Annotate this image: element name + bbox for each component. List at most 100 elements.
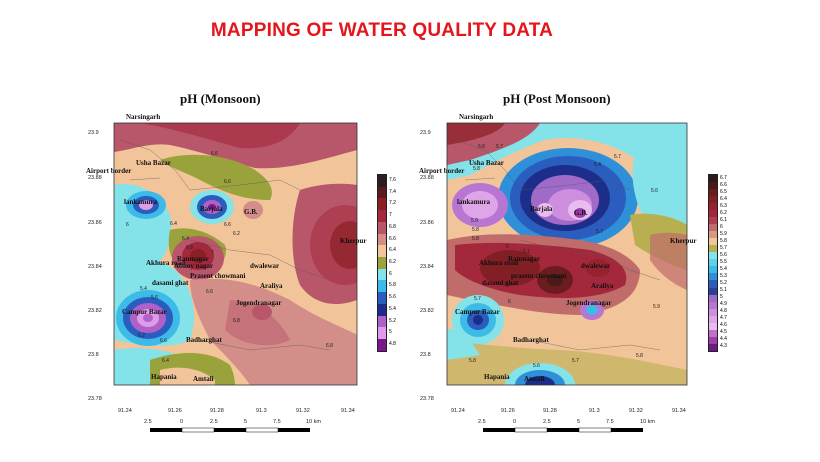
legend-swatch [709,210,717,218]
legend-label: 5.4 [720,266,727,273]
scale-label: 2.5 [478,419,486,425]
legend-label: 5.4 [389,305,396,312]
place-label: Ramnagar [177,255,209,263]
y-tick: 23.86 [88,220,102,226]
legend-label: 4.6 [720,322,727,329]
legend-label: 7.4 [389,188,396,195]
legend-label: 6.4 [720,195,727,202]
place-label: Badharghat [186,336,222,344]
legend-swatch [709,231,717,239]
y-tick: 23.78 [420,396,434,402]
monsoon-contour-fill [114,123,357,385]
post-monsoon-contour-fill [447,123,687,385]
scale-label: 10 km [640,419,655,425]
legend-swatch [709,329,717,337]
legend-label: 4.8 [389,341,396,348]
x-tick: 91.24 [118,408,132,414]
place-label: Badharghat [513,336,549,344]
contour-label: 5.7 [474,296,481,302]
contour-label: 6.2 [138,333,145,339]
contour-label: 5.4 [140,286,147,292]
post-monsoon-scale-bar: 2.5 0 2.5 5 7.5 10 km [478,419,655,433]
place-label: Prasent chowmani [190,272,245,280]
legend-swatch [378,233,386,246]
contour-label: 6.1 [523,249,530,255]
contour-label: 6 [126,222,129,228]
scale-label: 7.5 [273,419,281,425]
contour-label: 5.7 [496,144,503,150]
y-tick: 23.82 [420,308,434,314]
legend-swatch [709,343,717,351]
legend-swatch [709,252,717,260]
legend-label: 4.9 [720,301,727,308]
legend-swatch [709,315,717,323]
contour-label: 6.4 [162,358,169,364]
y-tick: 23.88 [88,175,102,181]
legend-swatch [709,308,717,316]
legend-label: 6.3 [720,202,727,209]
legend-label: 6.2 [389,259,396,265]
legend-label: 6.1 [720,216,727,223]
contour-label: 5.8 [636,353,643,359]
place-label: dasami ghat [482,279,519,287]
contour-label: 5.8 [472,236,479,242]
legend-label: 5.6 [389,294,396,301]
legend-swatch [709,287,717,295]
place-label: Akhura road [479,259,518,267]
legend-swatch [378,339,386,351]
legend-label: 5.5 [720,259,727,265]
contour-label: 6 [506,244,509,250]
place-label: Jogendranagar [236,299,282,307]
x-tick: 91.32 [629,408,643,414]
legend-label: 5 [720,294,723,301]
y-tick: 23.88 [420,175,434,181]
legend-label: 4.8 [720,308,727,315]
place-label: Kherpur [670,237,696,245]
monsoon-scale-bar: 2.5 0 2.5 5 7.5 10 km [144,419,321,433]
contour-label: 6.8 [233,318,240,324]
monsoon-x-axis: 91.24 91.26 91.28 91.3 91.32 91.34 [118,408,355,414]
place-label: Narsingarh [126,113,160,121]
legend-label: 4.5 [720,329,727,336]
x-tick: 91.26 [501,408,515,414]
legend-swatch [709,224,717,232]
place-label: Hapania [484,373,510,381]
y-tick: 23.8 [420,352,431,358]
contour-label: 7 [211,250,214,256]
legend-swatch [378,292,386,304]
place-label: lankamura [457,198,491,206]
place-label: lankamura [124,198,158,206]
legend-swatch [378,280,386,293]
legend-swatch [709,301,717,309]
contour-label: 5.4 [594,162,601,168]
legend-label: 7.2 [389,200,396,207]
place-label: Barjala [530,205,553,213]
x-tick: 91.28 [210,408,224,414]
place-label: dwalewar [581,262,610,270]
legend-label: 6.4 [389,247,396,254]
y-tick: 23.86 [420,220,434,226]
post-monsoon-place-labels: Narsingarh Usha Bazar Airport border lan… [419,113,696,383]
legend-swatch [709,217,717,225]
slide-title: MAPPING OF WATER QUALITY DATA [210,20,554,41]
legend-swatch [709,182,717,190]
legend-label: 5.9 [720,230,727,237]
y-tick: 23.84 [88,264,102,270]
contour-label: 5.6 [151,295,158,301]
x-tick: 91.26 [168,408,182,414]
y-tick: 23.78 [88,396,102,402]
x-tick: 91.32 [296,408,310,414]
place-label: G.B. [244,208,258,216]
place-label: Akhura road [146,259,185,267]
legend-swatch [709,294,717,302]
legend-swatch [709,238,717,246]
y-tick: 23.9 [88,130,99,136]
scale-label: 0 [180,419,183,425]
place-label: Jogendranagar [566,299,612,307]
post-monsoon-y-axis: 23.9 23.88 23.86 23.84 23.82 23.8 23.78 [420,130,434,402]
place-label: G.B. [574,209,588,217]
legend-label: 4.4 [720,336,727,343]
legend-label: 5.3 [720,273,727,280]
legend-swatch [378,303,386,316]
